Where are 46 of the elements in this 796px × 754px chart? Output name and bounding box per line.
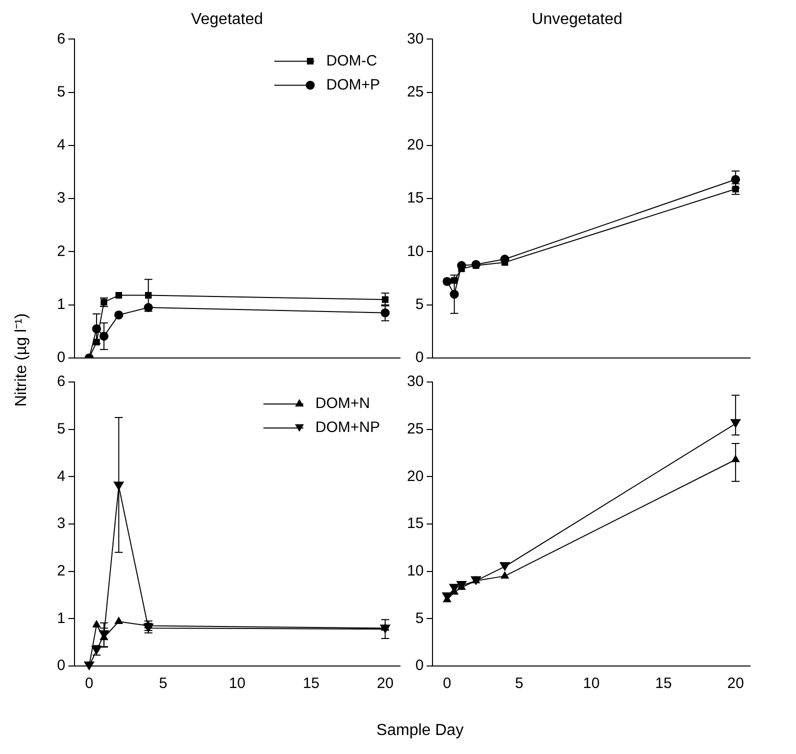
y-tick-label: 0 xyxy=(57,657,66,674)
y-tick-label: 30 xyxy=(406,30,424,48)
y-tick-label: 10 xyxy=(406,242,424,260)
y-tick-label: 2 xyxy=(57,562,66,580)
legend-label: DOM+N xyxy=(315,395,370,412)
x-tick-label: 5 xyxy=(515,675,524,692)
x-tick-label: 0 xyxy=(442,675,452,692)
x-tick-label: 10 xyxy=(228,675,246,692)
y-tick-label: 15 xyxy=(406,190,424,207)
legend-label: DOM+P xyxy=(326,76,380,94)
y-tick-label: 5 xyxy=(57,83,66,100)
y-tick-label: 5 xyxy=(57,420,66,438)
y-tick-label: 5 xyxy=(415,610,424,627)
y-tick-label: 6 xyxy=(57,373,66,390)
legend-label: DOM+NP xyxy=(315,419,380,436)
x-tick-label: 5 xyxy=(158,675,168,692)
x-tick-label: 0 xyxy=(84,675,94,692)
y-tick-label: 30 xyxy=(406,373,424,390)
x-tick-label: 15 xyxy=(302,675,320,692)
y-tick-label: 0 xyxy=(57,349,66,366)
y-tick-label: 0 xyxy=(415,657,424,674)
x-tick-label: 20 xyxy=(727,675,744,692)
y-tick-label: 3 xyxy=(57,515,66,532)
y-tick-label: 20 xyxy=(406,468,424,485)
y-tick-label: 3 xyxy=(57,190,66,207)
y-tick-label: 10 xyxy=(406,562,424,580)
x-tick-label: 20 xyxy=(376,675,394,692)
y-tick-label: 1 xyxy=(57,610,66,627)
y-tick-label: 25 xyxy=(406,420,424,438)
y-tick-label: 4 xyxy=(57,136,66,154)
y-axis-title: Nitrite (µg l⁻¹) xyxy=(12,313,31,407)
x-tick-label: 15 xyxy=(655,675,672,692)
y-tick-label: 5 xyxy=(415,296,424,314)
y-tick-label: 20 xyxy=(406,136,424,154)
legend-label: DOM-C xyxy=(326,52,378,70)
chart-title: Vegetated xyxy=(190,11,264,28)
y-tick-label: 0 xyxy=(415,349,424,366)
y-tick-label: 25 xyxy=(406,83,424,100)
x-axis-title: Sample Day xyxy=(376,722,464,740)
y-tick-label: 6 xyxy=(57,30,66,48)
x-tick-label: 10 xyxy=(583,675,600,692)
y-tick-label: 1 xyxy=(57,296,66,314)
y-tick-label: 4 xyxy=(57,468,66,485)
y-tick-label: 2 xyxy=(57,242,66,260)
chart-title: Unvegetated xyxy=(532,11,622,28)
y-tick-label: 15 xyxy=(406,515,424,532)
